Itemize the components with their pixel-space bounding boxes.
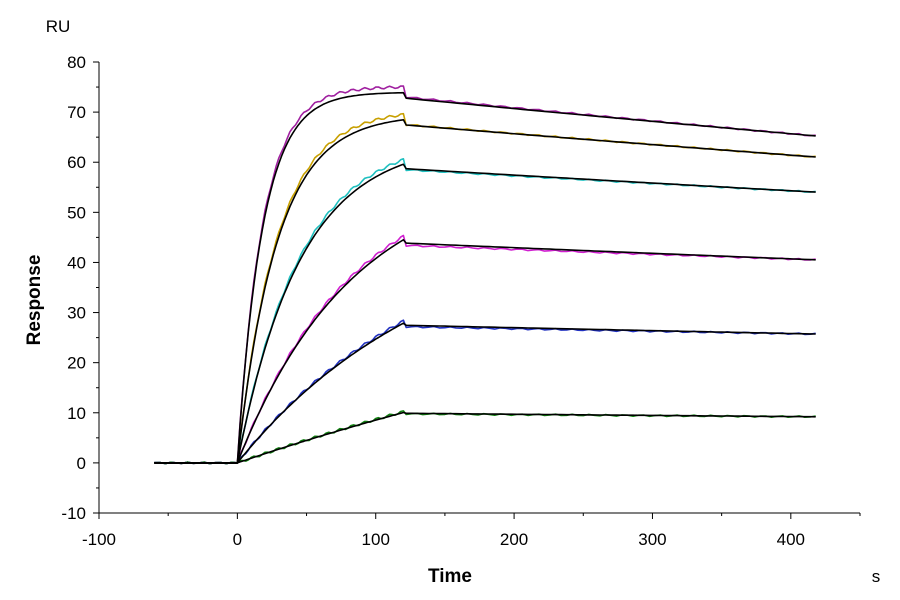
sensorgram-series-1 — [154, 85, 816, 465]
fit-curve-6 — [154, 411, 816, 464]
y-tick-label: 50 — [67, 203, 86, 222]
x-tick-label: -100 — [82, 530, 116, 549]
sensorgram-series-6 — [154, 410, 816, 465]
fit-curve-4 — [154, 239, 816, 464]
y-tick-label: 20 — [67, 354, 86, 373]
y-tick-label: 60 — [67, 153, 86, 172]
x-tick-label: 200 — [500, 530, 528, 549]
sensorgram-series-3 — [154, 158, 816, 465]
y-tick-label: 10 — [67, 404, 86, 423]
fit-curve-1 — [154, 91, 816, 464]
x-tick-label: 100 — [362, 530, 390, 549]
y-axis-title: Response — [24, 255, 45, 346]
x-axis-title: Time — [428, 566, 472, 587]
fit-layer — [154, 91, 816, 464]
x-tick-label: 400 — [777, 530, 805, 549]
y-tick-label: 70 — [67, 103, 86, 122]
y-tick-label: 80 — [67, 53, 86, 72]
x-tick-label: 300 — [638, 530, 666, 549]
y-tick-label: -10 — [61, 504, 86, 523]
fit-curve-5 — [154, 322, 816, 464]
fit-curve-3 — [154, 163, 816, 464]
x-unit-label: s — [872, 567, 881, 586]
y-tick-label: 0 — [77, 454, 86, 473]
y-tick-label: 40 — [67, 253, 86, 272]
y-tick-label: 30 — [67, 304, 86, 323]
x-tick-label: 0 — [233, 530, 242, 549]
y-unit-label: RU — [46, 17, 71, 36]
series-layer — [154, 85, 816, 465]
fit-curve-2 — [154, 119, 816, 464]
